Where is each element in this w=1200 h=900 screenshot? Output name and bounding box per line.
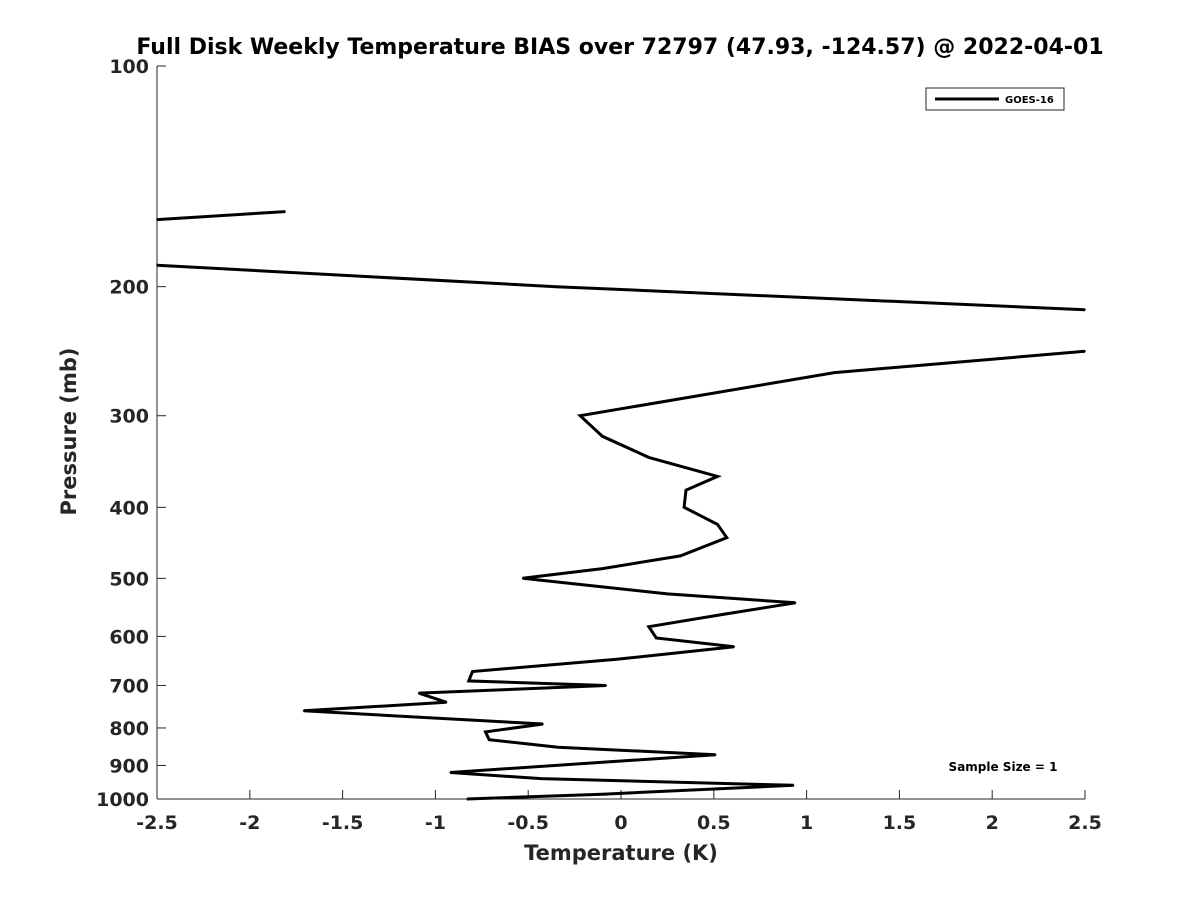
series-group (156, 210, 1086, 801)
data-point (716, 523, 719, 526)
data-point (466, 798, 468, 800)
x-tick-label: -0.5 (507, 812, 549, 834)
data-point (449, 771, 452, 774)
legend: GOES-16 (925, 87, 1065, 111)
data-point (555, 285, 557, 288)
x-tick-label: -2 (239, 812, 260, 834)
data-point (417, 692, 420, 694)
data-point (540, 777, 542, 780)
data-point (521, 577, 524, 580)
data-point (833, 371, 836, 374)
x-axis-label: Temperature (K) (524, 841, 718, 865)
chart-title: Full Disk Weekly Temperature BIAS over 7… (136, 35, 1103, 60)
y-axis-label: Pressure (mb) (57, 348, 81, 516)
x-ticks: -2.5 -2 -1.5 -1 -0.5 0 0.5 1 1.5 2 2.5 (136, 790, 1102, 834)
series-line-goes16-segment-3 (303, 349, 1086, 801)
data-point (726, 536, 728, 539)
data-point (685, 489, 687, 491)
data-point (607, 761, 609, 763)
y-tick-label: 600 (109, 626, 149, 648)
data-point (156, 218, 158, 221)
data-point (605, 684, 607, 687)
data-point (714, 753, 717, 756)
x-tick-label: 0.5 (697, 812, 731, 834)
data-point (579, 414, 581, 417)
data-point (716, 475, 719, 478)
data-point (648, 456, 650, 459)
legend-entry-goes16: GOES-16 (1005, 95, 1054, 106)
data-point (557, 746, 559, 749)
data-point (614, 658, 617, 661)
y-tick-label: 700 (109, 675, 149, 697)
data-point (601, 793, 604, 795)
y-ticks: 100 200 300 400 500 600 700 800 900 1000 (96, 56, 166, 811)
sample-size-annotation: Sample Size = 1 (949, 760, 1058, 774)
series-line-goes16-segment-1 (156, 210, 286, 222)
data-point (484, 731, 487, 733)
y-tick-label: 500 (109, 568, 149, 590)
data-point (1084, 308, 1086, 311)
data-point (542, 723, 544, 725)
data-point (468, 680, 470, 682)
data-point (675, 398, 678, 401)
y-tick-label: 400 (109, 497, 149, 519)
x-tick-label: 2 (986, 812, 999, 834)
y-tick-label: 300 (109, 406, 149, 428)
y-tick-label: 200 (109, 277, 149, 299)
y-tick-label: 900 (109, 755, 149, 777)
data-point (488, 738, 491, 741)
y-tick-label: 800 (109, 718, 149, 740)
data-point (794, 602, 797, 604)
data-point (471, 670, 474, 673)
plot-area: -2.5 -2 -1.5 -1 -0.5 0 0.5 1 1.5 2 2.5 100 200 300 40… (96, 56, 1102, 834)
data-point (445, 701, 448, 704)
data-point (302, 710, 305, 712)
x-tick-label: -2.5 (136, 812, 178, 834)
x-tick-label: 1.5 (883, 812, 917, 834)
x-tick-label: -1 (425, 812, 446, 834)
data-point (655, 637, 658, 639)
x-tick-label: -1.5 (322, 812, 364, 834)
data-point (601, 435, 604, 438)
y-tick-label: 100 (109, 56, 149, 78)
data-point (666, 593, 669, 595)
data-point (733, 646, 735, 648)
data-point (648, 625, 650, 628)
data-point (156, 264, 158, 267)
data-point (284, 210, 286, 213)
y-tick-label: 1000 (96, 789, 149, 811)
data-point (722, 613, 724, 616)
x-tick-label: 0 (614, 812, 627, 834)
x-tick-label: 2.5 (1068, 812, 1102, 834)
data-point (1084, 350, 1086, 353)
data-point (601, 567, 604, 570)
data-point (679, 555, 682, 557)
data-point (792, 784, 795, 787)
data-point (683, 506, 685, 509)
x-tick-label: 1 (800, 812, 813, 834)
